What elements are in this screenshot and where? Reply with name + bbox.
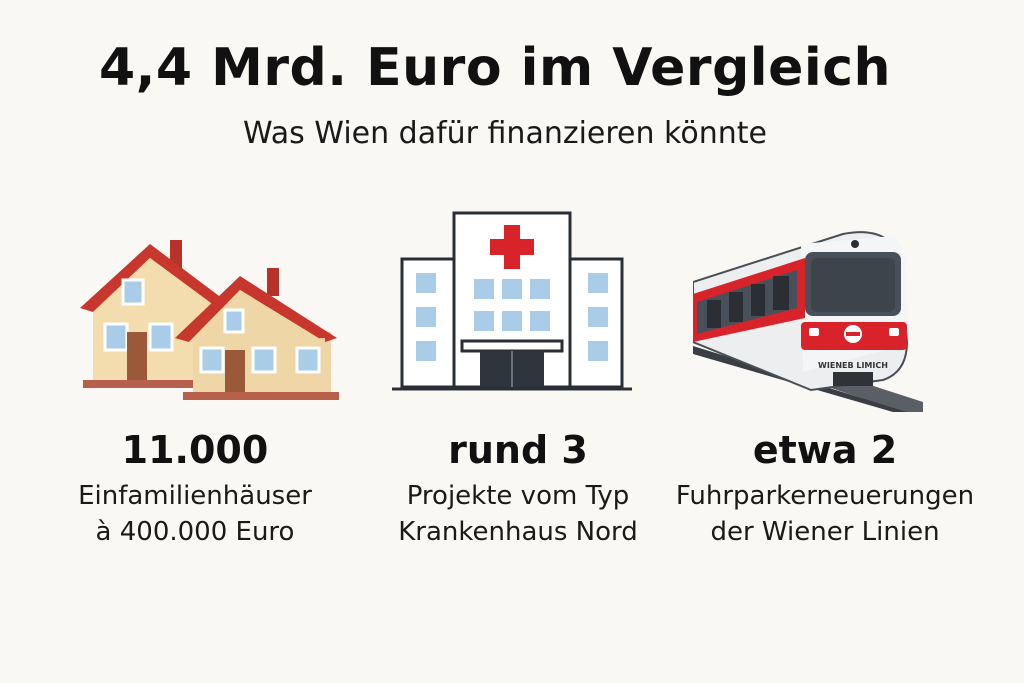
stat-hospital: rund 3 Projekte vom Typ Krankenhaus Nord [368,428,668,550]
hospital-icon [392,211,632,391]
stat-tram: etwa 2 Fuhrparkerneuerungen der Wiener L… [675,428,975,550]
stat-line-1: Einfamilienhäuser [78,481,312,511]
stat-houses: 11.000 Einfamilienhäuser à 400.000 Euro [45,428,345,550]
page-subtitle: Was Wien dafür finanzieren könnte [243,116,767,151]
page-title: 4,4 Mrd. Euro im Vergleich [98,38,892,98]
stat-line-2: der Wiener Linien [710,517,940,547]
stat-line-1: Projekte vom Typ [406,481,630,511]
stat-value: rund 3 [448,428,588,472]
tram-icon: WIENEB LIMICH [693,231,923,412]
stat-line-2: Krankenhaus Nord [398,517,638,547]
stat-value: etwa 2 [752,428,898,472]
train-label: WIENEB LIMICH [818,361,888,370]
stat-description: Projekte vom Typ Krankenhaus Nord [368,478,668,550]
stat-line-2: à 400.000 Euro [95,517,295,547]
stat-description: Einfamilienhäuser à 400.000 Euro [45,478,345,550]
houses-icon [80,240,339,400]
stat-value: 11.000 [121,428,269,472]
stat-line-1: Fuhrparkerneuerungen [675,481,975,511]
stat-description: Fuhrparkerneuerungen der Wiener Linien [675,478,975,550]
